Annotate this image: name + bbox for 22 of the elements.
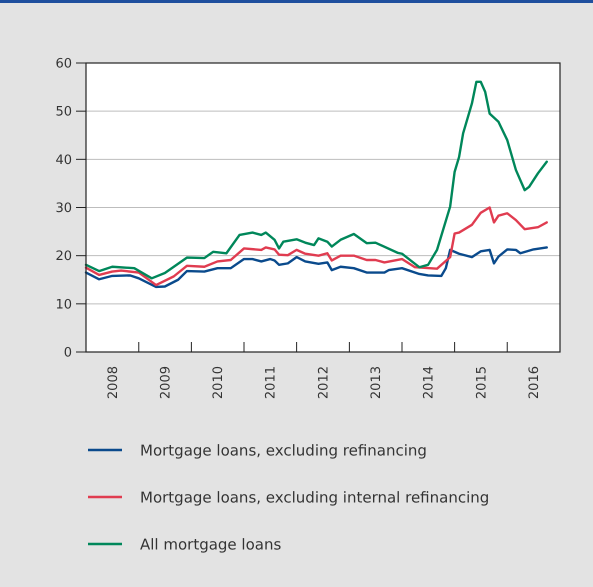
y-tick-label: 0 (64, 346, 72, 361)
y-tick-label: 30 (55, 201, 72, 216)
line-series (84, 246, 548, 288)
line-series (84, 206, 548, 286)
y-tick-label: 10 (55, 297, 72, 312)
legend-label: Mortgage loans, excluding internal refinancing (140, 488, 490, 506)
x-tick-label: 2016 (527, 366, 542, 400)
x-tick-label: 2011 (264, 366, 279, 400)
x-tick-label: 2015 (474, 366, 490, 400)
y-tick-label: 20 (55, 249, 72, 264)
x-tick-label: 2009 (158, 366, 174, 400)
x-tick-label: 2012 (316, 366, 332, 400)
legend-label: Mortgage loans, excluding refinancing (140, 441, 427, 460)
y-tick-label: 60 (55, 56, 72, 72)
line-series (84, 80, 548, 280)
x-tick-label: 2014 (422, 366, 437, 400)
legend-label: All mortgage loans (140, 535, 282, 554)
x-tick-label: 2010 (211, 366, 226, 400)
x-tick-label: 2008 (106, 366, 121, 400)
y-tick-label: 50 (55, 104, 72, 120)
y-tick-label: 40 (55, 152, 72, 168)
x-tick-label: 2013 (369, 366, 384, 400)
